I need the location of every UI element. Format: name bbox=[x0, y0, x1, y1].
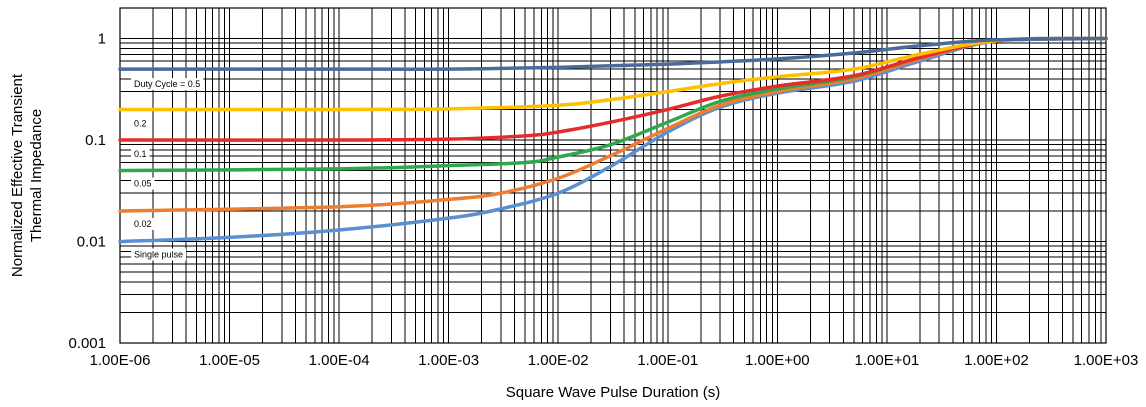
x-tick-label: 1.00E+00 bbox=[745, 352, 810, 369]
y-tick-labels: 0.001 0.01 0.1 1 bbox=[68, 31, 106, 352]
series-label-bg bbox=[131, 78, 204, 91]
plot-area bbox=[119, 7, 1107, 344]
series-line bbox=[118, 36, 1108, 112]
x-tick-label: 1.00E+03 bbox=[1074, 352, 1139, 369]
series-label-bg bbox=[131, 148, 150, 161]
series-label-bg bbox=[131, 177, 155, 190]
x-tick-label: 1.00E-01 bbox=[637, 352, 698, 369]
x-tick-label: 1.00E-04 bbox=[309, 352, 370, 369]
y-axis-title-line1: Normalized Effective Transient bbox=[9, 73, 26, 277]
x-tick-label: 1.00E-06 bbox=[90, 352, 151, 369]
x-tick-label: 1.00E-02 bbox=[528, 352, 589, 369]
series-label: 0.05 bbox=[134, 179, 152, 189]
y-axis-title-line2: Thermal Impedance bbox=[28, 109, 45, 242]
x-tick-label: 1.00E-05 bbox=[199, 352, 260, 369]
y-tick-label: 1 bbox=[98, 31, 106, 48]
x-tick-label: 1.00E+02 bbox=[964, 352, 1029, 369]
x-tick-label: 1.00E+01 bbox=[855, 352, 920, 369]
series-label: 0.2 bbox=[134, 118, 147, 128]
series-line bbox=[118, 36, 1108, 244]
y-tick-label: 0.1 bbox=[85, 132, 106, 149]
series-label-bg bbox=[131, 117, 150, 130]
series-label: Duty Cycle = 0.5 bbox=[134, 79, 200, 89]
y-tick-label: 0.001 bbox=[68, 335, 106, 352]
series-label: 0.1 bbox=[134, 149, 147, 159]
series-label: 0.02 bbox=[134, 219, 152, 229]
series-label: Single pulse bbox=[134, 250, 183, 260]
series-group bbox=[118, 36, 1108, 244]
series-line bbox=[118, 36, 1108, 173]
series-line bbox=[118, 36, 1108, 142]
series-line bbox=[118, 36, 1108, 71]
y-tick-label: 0.01 bbox=[77, 234, 106, 251]
x-tick-label: 1.00E-03 bbox=[418, 352, 479, 369]
x-tick-labels: 1.00E-06 1.00E-05 1.00E-04 1.00E-03 1.00E-02… bbox=[90, 352, 1139, 369]
x-axis-title: Square Wave Pulse Duration (s) bbox=[506, 384, 721, 401]
series-label-bg bbox=[131, 248, 187, 261]
grid bbox=[119, 7, 1106, 344]
series-annotations: Single pulse 0.02 0.05 0.1 0.2 Duty Cycle = 0… bbox=[131, 78, 204, 261]
series-label-bg bbox=[131, 217, 155, 230]
